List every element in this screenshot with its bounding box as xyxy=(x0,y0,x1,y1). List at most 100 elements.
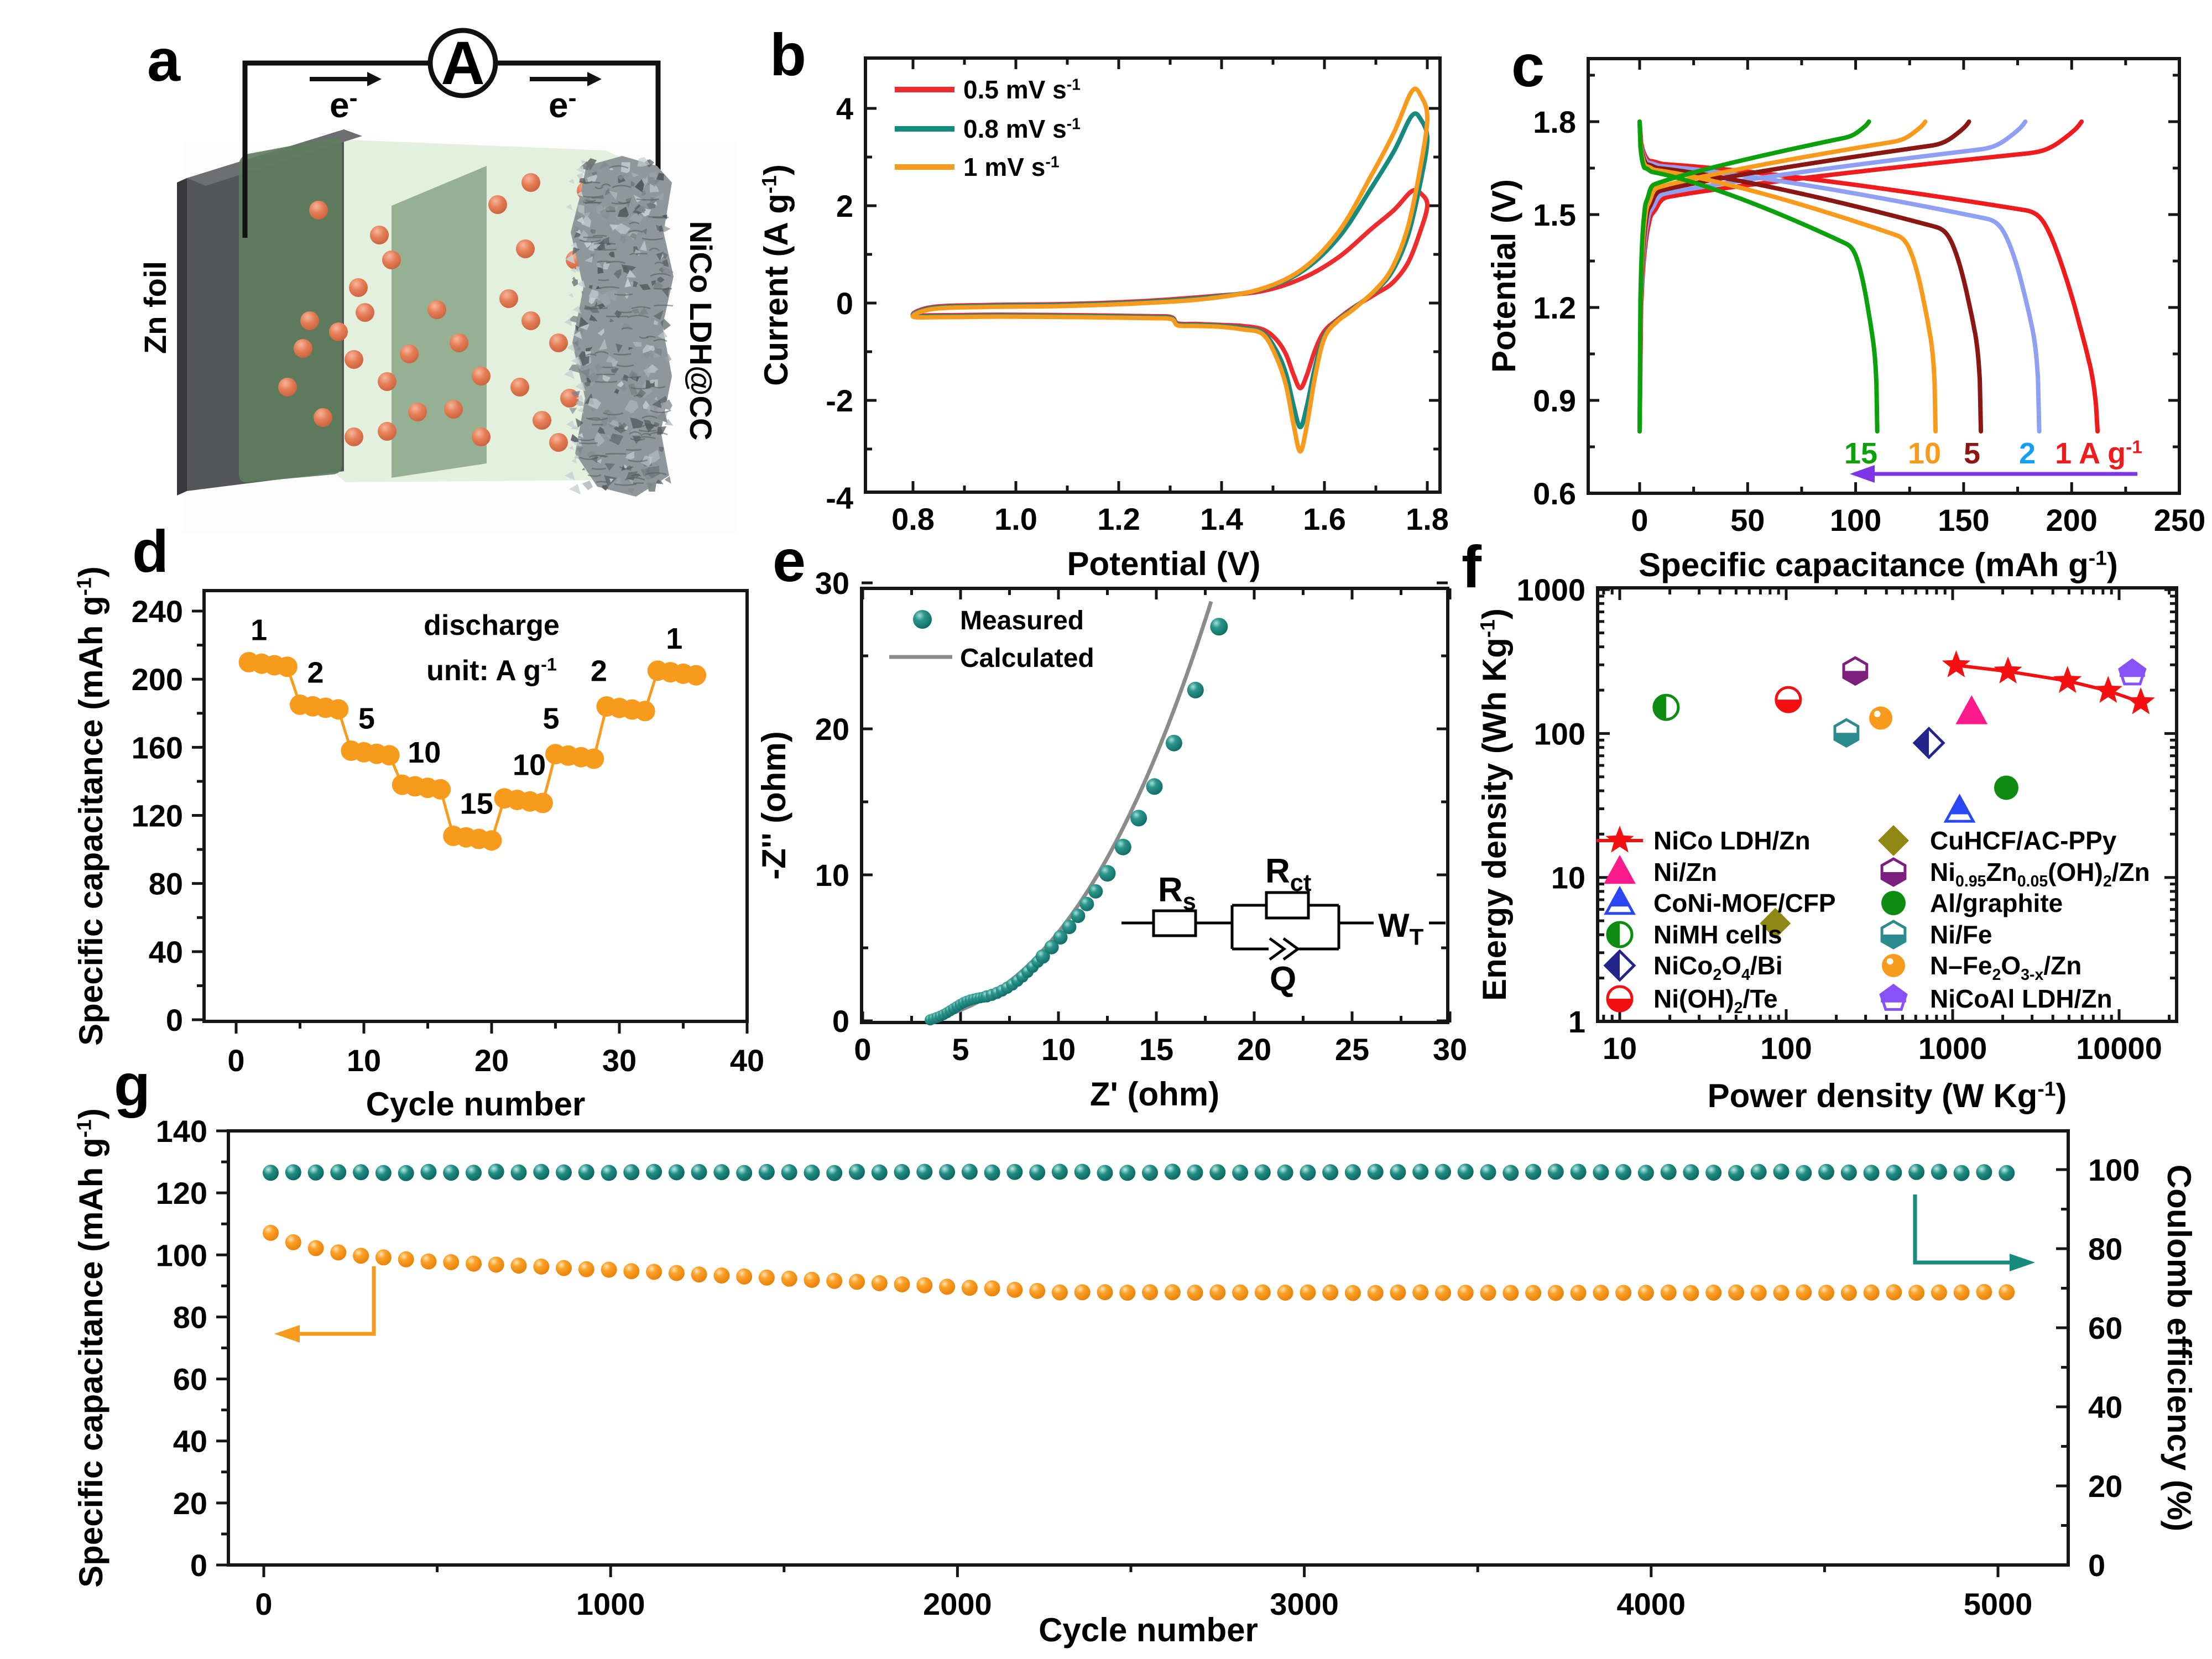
svg-text:15: 15 xyxy=(1844,437,1877,470)
svg-text:100: 100 xyxy=(156,1238,207,1272)
svg-text:1.0: 1.0 xyxy=(994,502,1037,536)
svg-text:100: 100 xyxy=(2088,1152,2140,1187)
svg-text:Energy density (Wh Kg-1​): Energy density (Wh Kg-1​) xyxy=(1476,608,1513,1001)
svg-text:discharge: discharge xyxy=(424,609,560,641)
svg-text:60: 60 xyxy=(173,1362,207,1397)
svg-text:10: 10 xyxy=(408,736,441,769)
svg-text:Ni(OH)2​/Te: Ni(OH)2​/Te xyxy=(1653,984,1778,1017)
svg-text:Specific capacitance (mAh g-1​: Specific capacitance (mAh g-1​) xyxy=(72,1108,109,1588)
svg-text:0: 0 xyxy=(166,1003,183,1037)
svg-text:120: 120 xyxy=(132,799,183,833)
svg-text:100: 100 xyxy=(1760,1031,1812,1066)
svg-text:10: 10 xyxy=(513,749,546,782)
svg-text:15: 15 xyxy=(460,787,493,820)
svg-text:10: 10 xyxy=(1551,860,1585,895)
svg-text:10: 10 xyxy=(1041,1032,1076,1067)
svg-text:2: 2 xyxy=(836,189,853,223)
svg-text:1: 1 xyxy=(1568,1004,1585,1039)
svg-text:Potential (V): Potential (V) xyxy=(1067,545,1260,582)
svg-text:3000: 3000 xyxy=(1270,1587,1339,1621)
svg-text:25: 25 xyxy=(1335,1032,1369,1067)
svg-text:0: 0 xyxy=(2088,1548,2105,1583)
svg-text:Ni/Zn: Ni/Zn xyxy=(1653,858,1717,886)
svg-text:Specific capacitance (mAh g-1​: Specific capacitance (mAh g-1​) xyxy=(1639,546,2118,583)
svg-text:30: 30 xyxy=(815,566,849,601)
svg-text:5: 5 xyxy=(952,1032,969,1067)
svg-text:60: 60 xyxy=(2088,1311,2122,1345)
svg-text:1000: 1000 xyxy=(1918,1031,1987,1066)
svg-text:20: 20 xyxy=(1237,1032,1271,1067)
svg-text:160: 160 xyxy=(132,730,183,765)
svg-text:20: 20 xyxy=(2088,1469,2122,1504)
svg-text:120: 120 xyxy=(156,1176,207,1211)
svg-text:Calculated: Calculated xyxy=(960,644,1094,673)
svg-text:unit: A g-1​: unit: A g-1​ xyxy=(426,654,557,687)
svg-text:0: 0 xyxy=(190,1548,207,1583)
svg-text:Cycle number: Cycle number xyxy=(366,1086,586,1123)
svg-text:1.8: 1.8 xyxy=(1406,502,1449,536)
svg-text:1.5: 1.5 xyxy=(1533,197,1576,232)
svg-text:Zn foil: Zn foil xyxy=(138,261,173,354)
svg-text:a: a xyxy=(147,27,181,93)
svg-text:50: 50 xyxy=(1730,503,1765,538)
svg-text:Ni/Fe: Ni/Fe xyxy=(1930,920,1992,949)
svg-text:NiCo LDH@CC: NiCo LDH@CC xyxy=(684,221,718,441)
svg-text:1000: 1000 xyxy=(576,1587,645,1621)
svg-text:NiCoAl LDH/Zn: NiCoAl LDH/Zn xyxy=(1930,984,2112,1013)
svg-text:2: 2 xyxy=(307,656,324,689)
svg-text:-Z'' (ohm): -Z'' (ohm) xyxy=(755,731,792,879)
svg-text:1: 1 xyxy=(251,613,267,646)
svg-text:c: c xyxy=(1511,32,1545,99)
svg-text:Power density (W Kg-1​): Power density (W Kg-1​) xyxy=(1708,1077,2067,1114)
svg-text:0.9: 0.9 xyxy=(1533,383,1576,418)
svg-text:1.2: 1.2 xyxy=(1533,290,1576,325)
svg-text:NiMH cells: NiMH cells xyxy=(1653,920,1782,949)
svg-text:Z' (ohm): Z' (ohm) xyxy=(1090,1076,1219,1113)
svg-text:100: 100 xyxy=(1534,716,1585,751)
svg-text:20: 20 xyxy=(173,1486,207,1521)
svg-text:d: d xyxy=(132,518,169,585)
svg-text:1000: 1000 xyxy=(1516,572,1585,607)
svg-text:b: b xyxy=(770,21,806,88)
svg-text:g: g xyxy=(114,1051,150,1118)
svg-text:30: 30 xyxy=(602,1043,637,1078)
svg-text:f: f xyxy=(1462,533,1482,600)
svg-text:1.6: 1.6 xyxy=(1303,502,1346,536)
svg-text:0: 0 xyxy=(255,1587,272,1621)
svg-text:0.6: 0.6 xyxy=(1533,476,1576,511)
svg-text:200: 200 xyxy=(132,662,183,697)
svg-text:-2: -2 xyxy=(826,383,853,418)
svg-text:0: 0 xyxy=(832,1004,849,1039)
svg-text:100: 100 xyxy=(1830,503,1881,538)
svg-text:5: 5 xyxy=(1964,437,1980,470)
svg-text:80: 80 xyxy=(173,1300,207,1334)
svg-text:200: 200 xyxy=(2046,503,2097,538)
svg-text:Measured: Measured xyxy=(960,606,1084,635)
svg-text:0: 0 xyxy=(854,1032,871,1067)
svg-text:1: 1 xyxy=(666,622,682,655)
svg-text:1.2: 1.2 xyxy=(1097,502,1140,536)
svg-text:10: 10 xyxy=(1908,437,1941,470)
svg-text:-4: -4 xyxy=(826,481,853,515)
svg-text:2: 2 xyxy=(591,654,607,687)
svg-text:240: 240 xyxy=(132,594,183,629)
svg-text:250: 250 xyxy=(2154,503,2205,538)
svg-text:4: 4 xyxy=(836,91,853,126)
svg-text:0.8: 0.8 xyxy=(891,502,935,536)
svg-text:20: 20 xyxy=(815,712,849,747)
svg-text:0: 0 xyxy=(1631,503,1648,538)
svg-text:N–Fe2​O3-x​/Zn: N–Fe2​O3-x​/Zn xyxy=(1930,951,2081,984)
svg-text:80: 80 xyxy=(2088,1232,2122,1266)
svg-text:5: 5 xyxy=(542,702,559,735)
svg-text:0.8 mV s-1​: 0.8 mV s-1​ xyxy=(963,114,1081,143)
svg-text:20: 20 xyxy=(474,1043,509,1078)
svg-text:Specific capacitance (mAh g-1​: Specific capacitance (mAh g-1​) xyxy=(72,566,109,1046)
svg-text:Al/graphite: Al/graphite xyxy=(1930,889,2063,917)
svg-text:15: 15 xyxy=(1139,1032,1173,1067)
svg-text:Cycle number: Cycle number xyxy=(1039,1611,1258,1648)
svg-text:5000: 5000 xyxy=(1964,1587,2033,1621)
svg-text:1.4: 1.4 xyxy=(1200,502,1243,536)
svg-text:140: 140 xyxy=(156,1114,207,1149)
svg-text:e-​: e-​ xyxy=(549,84,577,125)
svg-text:0.5 mV s-1​: 0.5 mV s-1​ xyxy=(963,75,1081,104)
